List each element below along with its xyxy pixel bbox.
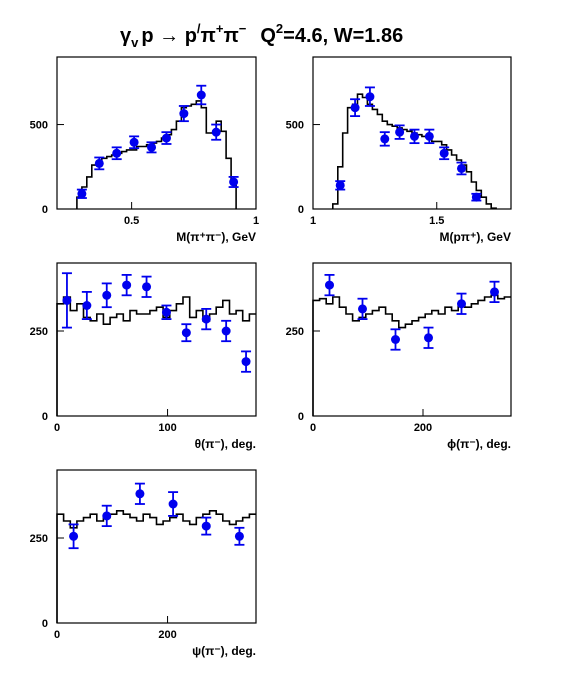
data-point xyxy=(201,314,211,324)
data-point xyxy=(424,333,433,343)
data-point xyxy=(439,148,449,158)
y-tick-label: 500 xyxy=(30,120,48,132)
model-histogram xyxy=(56,296,256,416)
x-tick-label: 100 xyxy=(158,422,176,434)
title-q-sup: 2 xyxy=(276,21,283,36)
panel-theta-pi: 0 250 0 100 θ(π⁻), deg. xyxy=(30,262,257,451)
data-point xyxy=(201,521,211,531)
data-point xyxy=(62,295,72,305)
y-tick-label: 0 xyxy=(42,618,48,630)
title-pi-plus: π xyxy=(201,25,216,47)
x-axis-label: ϕ(π⁻), deg. xyxy=(447,437,511,451)
title-gamma-sub: v xyxy=(131,35,139,50)
data-point xyxy=(221,326,231,336)
data-point xyxy=(147,142,157,152)
data-point xyxy=(77,189,87,199)
data-point xyxy=(229,177,239,187)
data-point xyxy=(457,299,466,309)
data-point xyxy=(69,531,79,541)
data-point xyxy=(102,511,112,521)
plot-frame xyxy=(312,262,512,417)
title-gamma: γ xyxy=(120,25,132,47)
data-point xyxy=(112,148,122,158)
data-point xyxy=(211,127,221,137)
x-axis-label: M(π⁺π⁻), GeV xyxy=(176,230,256,244)
x-tick-label: 0 xyxy=(54,422,60,434)
data-point xyxy=(168,499,178,509)
data-point xyxy=(241,357,251,367)
data-point xyxy=(94,158,104,168)
x-tick-label: 200 xyxy=(414,422,432,434)
data-point xyxy=(179,109,189,119)
x-tick-label: 1 xyxy=(310,215,316,227)
data-point xyxy=(391,335,400,344)
x-axis-label: ψ(π⁻), deg. xyxy=(192,644,256,658)
title-values: =4.6, W=1.86 xyxy=(283,25,403,47)
data-point xyxy=(82,301,92,310)
plot-frame xyxy=(312,56,512,210)
y-tick-label: 0 xyxy=(298,411,304,423)
data-point xyxy=(490,287,499,297)
y-tick-label: 0 xyxy=(42,204,48,216)
model-histogram xyxy=(312,294,511,416)
data-point xyxy=(102,290,112,300)
data-point xyxy=(471,192,481,202)
model-histogram xyxy=(56,510,256,623)
data-point xyxy=(409,131,419,141)
x-tick-label: 0 xyxy=(310,422,316,434)
x-tick-label: 0 xyxy=(54,629,60,641)
data-point xyxy=(129,137,139,147)
x-tick-label: 0.5 xyxy=(124,215,139,227)
data-point xyxy=(325,280,334,290)
panel-mass-ppi: 0 500 1 1.5 M(pπ⁺), GeV xyxy=(286,56,512,244)
panel-mass-pipi: 0 500 0.5 1 M(π⁺π⁻), GeV xyxy=(30,56,259,244)
data-point xyxy=(234,531,244,541)
data-point xyxy=(350,103,360,113)
data-point xyxy=(335,180,345,190)
plot-frame xyxy=(56,469,257,624)
title-pi-plus-sup: + xyxy=(216,21,224,36)
data-point xyxy=(161,307,171,317)
x-tick-label: 1.5 xyxy=(429,215,444,227)
title-pi-minus-sup: − xyxy=(239,21,247,36)
data-point xyxy=(122,280,132,290)
title-q: Q xyxy=(260,25,276,47)
y-tick-label: 250 xyxy=(30,533,48,545)
data-point xyxy=(181,328,191,338)
data-point xyxy=(196,90,206,100)
x-axis-label: θ(π⁻), deg. xyxy=(195,437,256,451)
x-tick-label: 200 xyxy=(158,629,176,641)
panel-psi-pi: 0 250 0 200 ψ(π⁻), deg. xyxy=(30,469,257,658)
data-point xyxy=(380,134,390,144)
plot-frame xyxy=(56,262,257,417)
data-point xyxy=(457,163,466,173)
data-point xyxy=(142,282,152,292)
title-pi-minus: π xyxy=(223,25,238,47)
data-point xyxy=(424,131,434,141)
title-reaction: p → p xyxy=(141,25,197,47)
data-point xyxy=(135,489,145,499)
figure-title: γv p → p/π+π− Q2=4.6, W=1.86 xyxy=(120,21,403,50)
x-axis-label: M(pπ⁺), GeV xyxy=(439,230,511,244)
y-tick-label: 0 xyxy=(298,204,304,216)
panel-phi-pi: 0 250 0 200 ϕ(π⁻), deg. xyxy=(286,262,512,451)
title-p-prime: / xyxy=(197,21,201,36)
data-point xyxy=(395,127,405,137)
y-tick-label: 250 xyxy=(30,326,48,338)
y-tick-label: 500 xyxy=(286,120,304,132)
x-tick-label: 1 xyxy=(253,215,259,227)
y-tick-label: 0 xyxy=(42,411,48,423)
data-point xyxy=(365,92,375,102)
y-tick-label: 250 xyxy=(286,326,304,338)
data-point xyxy=(161,133,171,143)
model-histogram xyxy=(76,100,237,209)
plot-frame xyxy=(56,56,257,210)
data-point xyxy=(358,304,367,314)
